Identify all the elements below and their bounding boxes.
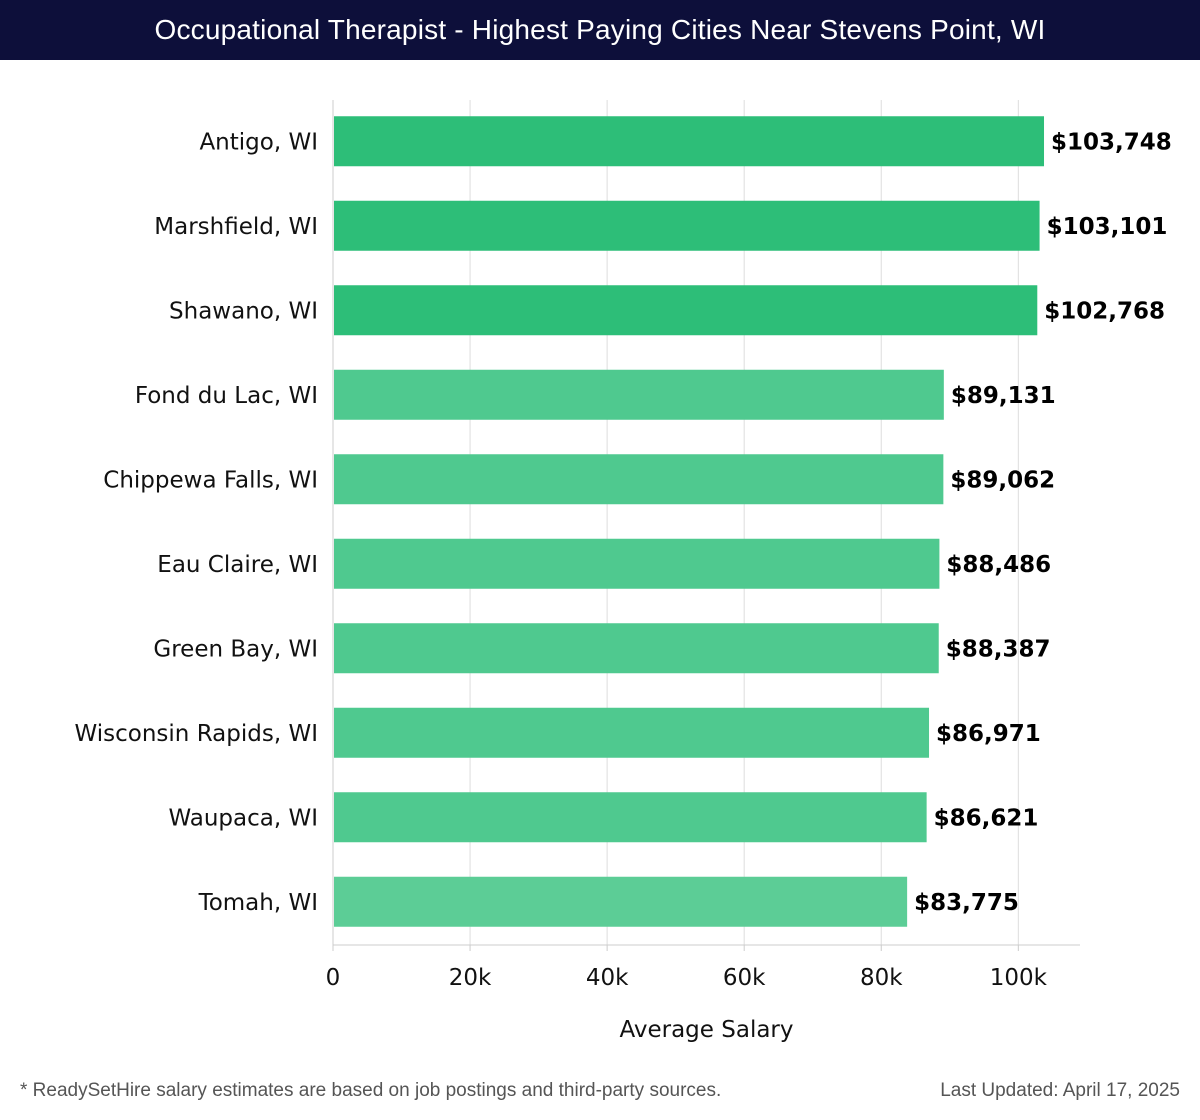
- value-label: $83,775: [914, 890, 1019, 916]
- chart-title: Occupational Therapist - Highest Paying …: [154, 14, 1046, 45]
- bar: [334, 454, 944, 505]
- value-label: $86,971: [936, 721, 1041, 747]
- value-label: $102,768: [1044, 298, 1165, 324]
- bar: [334, 707, 930, 758]
- category-label: Wisconsin Rapids, WI: [75, 721, 318, 747]
- x-tick-label: 80k: [860, 965, 903, 991]
- category-label: Marshfield, WI: [154, 214, 318, 240]
- category-label: Fond du Lac, WI: [135, 383, 318, 409]
- title-bar: Occupational Therapist - Highest Paying …: [0, 0, 1200, 60]
- category-label: Eau Claire, WI: [157, 552, 318, 578]
- bar: [334, 538, 940, 589]
- value-label: $88,387: [946, 636, 1051, 662]
- bar: [334, 623, 939, 674]
- x-tick-label: 40k: [586, 965, 629, 991]
- x-tick-label: 100k: [990, 965, 1048, 991]
- x-tick-label: 0: [326, 965, 341, 991]
- last-updated: Last Updated: April 17, 2025: [940, 1080, 1180, 1101]
- bar: [334, 200, 1040, 251]
- category-label: Chippewa Falls, WI: [103, 467, 318, 493]
- x-axis-label: Average Salary: [619, 1017, 793, 1043]
- category-label: Tomah, WI: [198, 890, 318, 916]
- value-label: $88,486: [946, 552, 1051, 578]
- value-label: $103,748: [1051, 129, 1172, 155]
- x-tick-label: 60k: [723, 965, 766, 991]
- bar: [334, 369, 944, 420]
- value-label: $103,101: [1047, 214, 1168, 240]
- bar: [334, 876, 908, 927]
- value-label: $89,131: [951, 383, 1056, 409]
- category-label: Green Bay, WI: [153, 636, 318, 662]
- bar: [334, 792, 927, 843]
- footer-note: * ReadySetHire salary estimates are base…: [20, 1080, 722, 1101]
- salary-bar-chart: Antigo, WI $103,748 Marshfield, WI $103,101…: [75, 100, 1172, 1043]
- value-label: $89,062: [950, 467, 1055, 493]
- category-label: Waupaca, WI: [168, 805, 318, 831]
- value-label: $86,621: [934, 805, 1039, 831]
- category-label: Antigo, WI: [199, 129, 318, 155]
- category-label: Shawano, WI: [169, 298, 318, 324]
- bar: [334, 116, 1045, 167]
- bar: [334, 285, 1038, 336]
- x-tick-label: 20k: [449, 965, 492, 991]
